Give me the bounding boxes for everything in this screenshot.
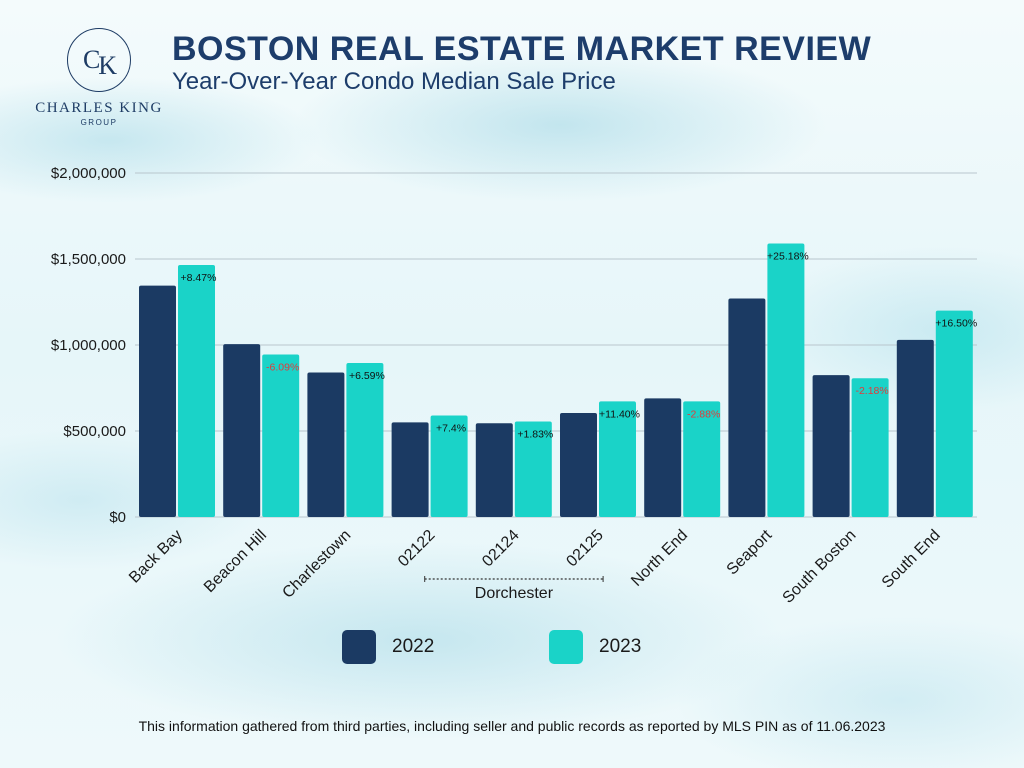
legend-label-2022: 2022 (392, 636, 435, 657)
bar-2023 (178, 265, 215, 517)
change-label: -6.09% (266, 361, 299, 373)
bar-2022 (644, 398, 682, 517)
bar-2023 (683, 401, 721, 517)
bar-2022 (307, 372, 345, 517)
bar-2022 (475, 423, 513, 517)
page-subtitle: Year-Over-Year Condo Median Sale Price (172, 68, 616, 95)
x-tick-label: South End (879, 527, 944, 592)
legend-label-2023: 2023 (599, 636, 642, 657)
bar-2022 (812, 375, 850, 517)
bar-2023 (767, 243, 805, 517)
x-tick-label: 02125 (563, 527, 607, 571)
page-title: BOSTON REAL ESTATE MARKET REVIEW (172, 30, 872, 68)
bar-2023 (430, 415, 468, 517)
change-label: +8.47% (181, 272, 217, 284)
change-label: +7.4% (436, 423, 466, 435)
x-tick-label: 02122 (395, 527, 439, 571)
change-label: -2.18% (855, 385, 888, 397)
x-tick-label: Charlestown (279, 527, 354, 602)
y-tick-label: $500,000 (63, 423, 126, 440)
change-label: +6.59% (349, 370, 385, 382)
group-label: Dorchester (475, 585, 554, 602)
change-label: +16.50% (935, 318, 977, 330)
bar-2023 (935, 310, 973, 517)
change-label: +1.83% (517, 429, 553, 441)
x-tick-label: Back Bay (126, 527, 186, 587)
x-tick-label: Seaport (724, 526, 776, 578)
legend-swatch-2022 (342, 630, 376, 664)
change-label: +11.40% (599, 408, 640, 420)
x-tick-label: 02124 (479, 527, 523, 571)
bar-2022 (391, 422, 429, 517)
legend-item-2023: 2023 (549, 630, 641, 664)
y-tick-label: $2,000,000 (51, 165, 126, 182)
legend-swatch-2023 (549, 630, 583, 664)
bar-2023 (346, 363, 384, 517)
change-label: -2.88% (687, 408, 720, 420)
bar-2022 (223, 344, 261, 517)
logo-monogram-c: C (82, 45, 100, 74)
logo-monogram-k: K (98, 51, 117, 80)
bar-2022 (139, 285, 176, 517)
x-tick-label: South Boston (780, 527, 860, 607)
y-tick-label: $1,000,000 (51, 337, 126, 354)
x-tick-label: North End (628, 527, 691, 590)
bar-2022 (560, 412, 597, 517)
y-tick-label: $0 (109, 509, 126, 526)
bar-2023 (262, 354, 300, 517)
change-label: +25.18% (767, 251, 809, 263)
legend-item-2022: 2022 (342, 630, 434, 664)
x-tick-label: Beacon Hill (201, 527, 270, 596)
bar-2023 (599, 401, 636, 517)
chart-legend: 2022 2023 (0, 630, 1024, 666)
bar-2023 (514, 421, 552, 517)
logo-name: CHARLES KING (35, 100, 163, 116)
bar-2022 (896, 339, 934, 517)
y-tick-label: $1,500,000 (51, 251, 126, 268)
bar-2023 (851, 378, 889, 517)
logo-group: GROUP (80, 118, 118, 127)
source-note: This information gathered from third par… (138, 718, 886, 734)
bar-2022 (728, 298, 766, 517)
